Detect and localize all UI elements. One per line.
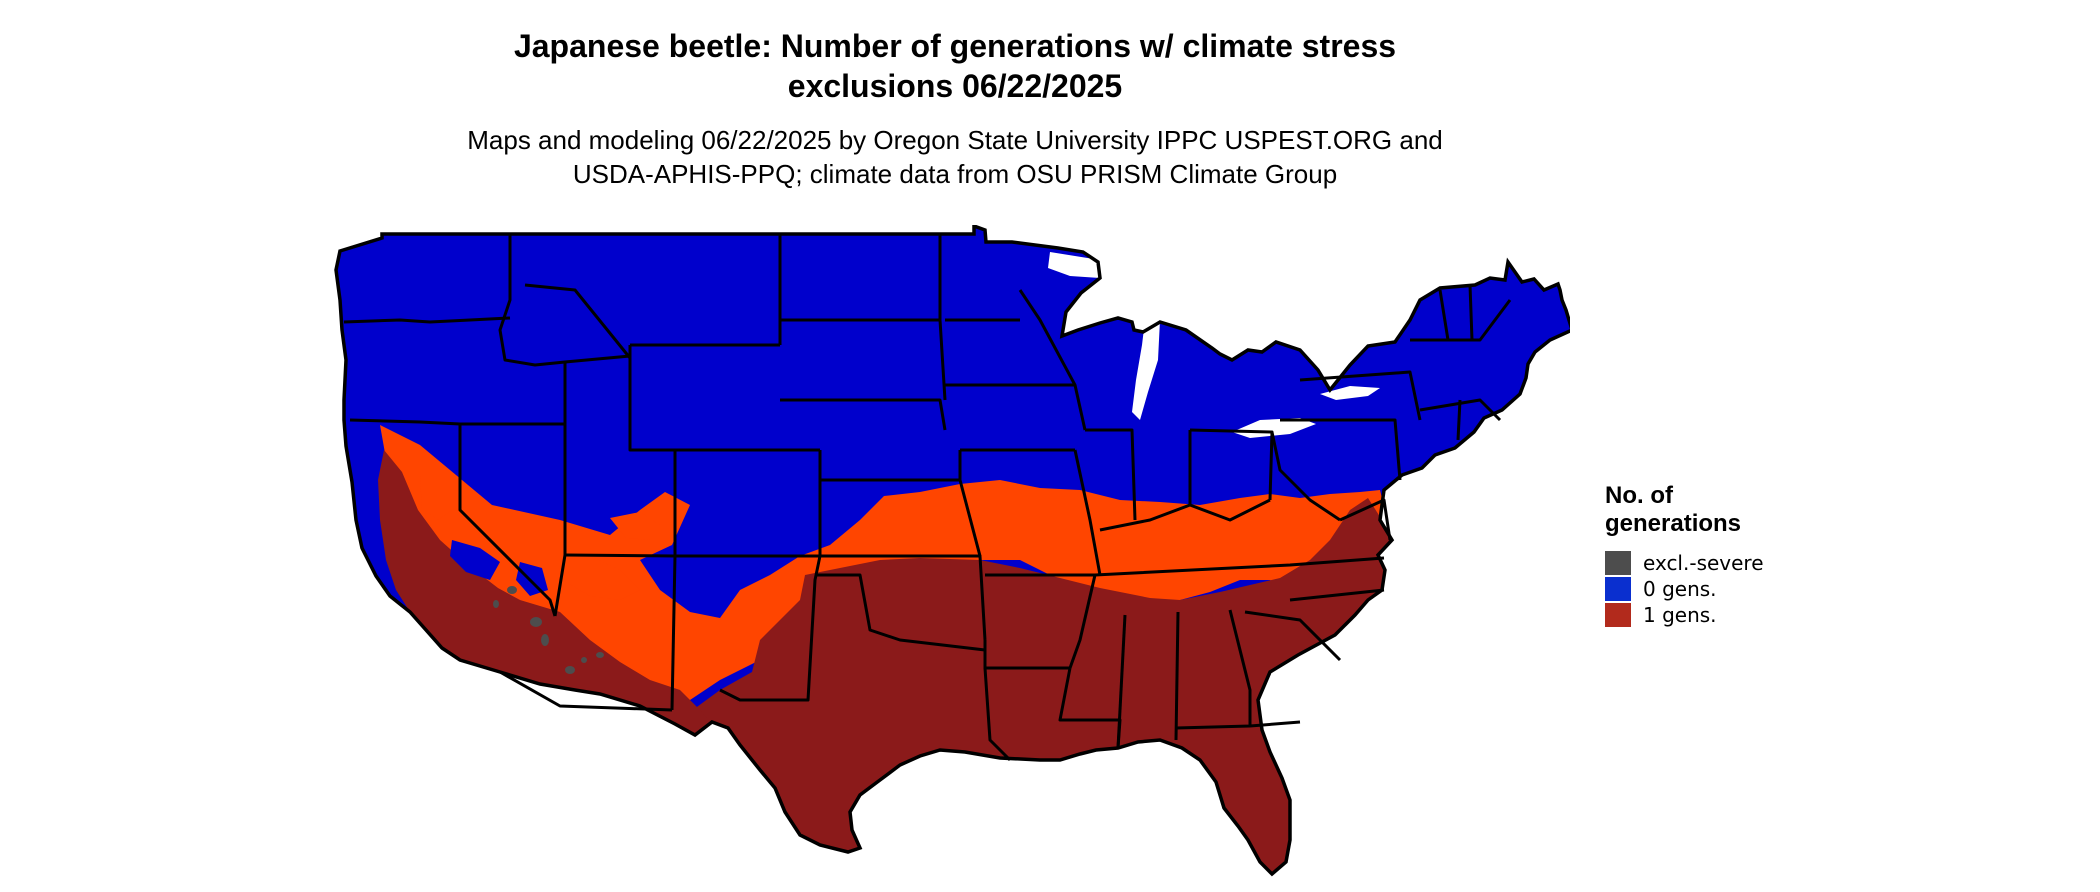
legend-item-zero-gens: 0 gens. bbox=[1605, 576, 1825, 602]
legend-title: No. of generations bbox=[1605, 482, 1825, 538]
zone-one-gen-southwest bbox=[378, 450, 710, 735]
zone-excl-severe bbox=[493, 586, 604, 674]
legend-swatch-one-gen bbox=[1605, 603, 1631, 627]
map-title-line-1: Japanese beetle: Number of generations w… bbox=[513, 28, 1397, 64]
legend-item-one-gen: 1 gens. bbox=[1605, 602, 1825, 628]
legend-label-excl-severe: excl.-severe bbox=[1643, 551, 1764, 575]
zone-zero-gens-patch bbox=[516, 562, 548, 596]
legend-title-line-2: generations bbox=[1605, 510, 1742, 537]
us-generations-map bbox=[334, 225, 1570, 876]
zone-transition-patch bbox=[420, 476, 452, 520]
legend-label-zero-gens: 0 gens. bbox=[1643, 577, 1717, 601]
legend-label-one-gen: 1 gens. bbox=[1643, 603, 1717, 627]
legend: No. of generations excl.-severe 0 gens. … bbox=[1605, 482, 1825, 628]
legend-swatch-zero-gens bbox=[1605, 577, 1631, 601]
legend-item-excl-severe: excl.-severe bbox=[1605, 550, 1825, 576]
zone-transition-patch bbox=[560, 556, 640, 600]
zone-zero-gens-patch bbox=[450, 540, 500, 580]
map-subtitle-line-1: Maps and modeling 06/22/2025 by Oregon S… bbox=[467, 125, 1443, 155]
map-subtitle-line-2: USDA-APHIS-PPQ; climate data from OSU PR… bbox=[572, 159, 1338, 189]
state-borders bbox=[343, 234, 1512, 762]
zone-transition-patch bbox=[610, 512, 660, 540]
legend-swatch-excl-severe bbox=[1605, 551, 1631, 575]
map-title-line-2: exclusions 06/22/2025 bbox=[787, 68, 1123, 104]
legend-title-line-1: No. of bbox=[1605, 482, 1673, 509]
